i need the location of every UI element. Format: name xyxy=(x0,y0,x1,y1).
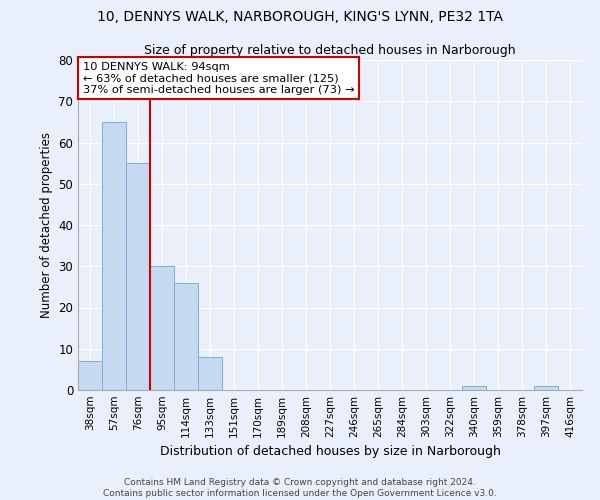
Bar xyxy=(78,361,102,390)
Bar xyxy=(462,386,486,390)
Bar xyxy=(126,163,150,390)
Bar xyxy=(198,357,222,390)
Bar xyxy=(534,386,558,390)
Bar xyxy=(150,266,174,390)
Bar xyxy=(174,283,198,390)
Text: 10, DENNYS WALK, NARBOROUGH, KING'S LYNN, PE32 1TA: 10, DENNYS WALK, NARBOROUGH, KING'S LYNN… xyxy=(97,10,503,24)
Text: 10 DENNYS WALK: 94sqm
← 63% of detached houses are smaller (125)
37% of semi-det: 10 DENNYS WALK: 94sqm ← 63% of detached … xyxy=(83,62,355,95)
Y-axis label: Number of detached properties: Number of detached properties xyxy=(40,132,53,318)
Text: Contains HM Land Registry data © Crown copyright and database right 2024.
Contai: Contains HM Land Registry data © Crown c… xyxy=(103,478,497,498)
X-axis label: Distribution of detached houses by size in Narborough: Distribution of detached houses by size … xyxy=(160,446,500,458)
Bar xyxy=(102,122,126,390)
Title: Size of property relative to detached houses in Narborough: Size of property relative to detached ho… xyxy=(144,44,516,58)
